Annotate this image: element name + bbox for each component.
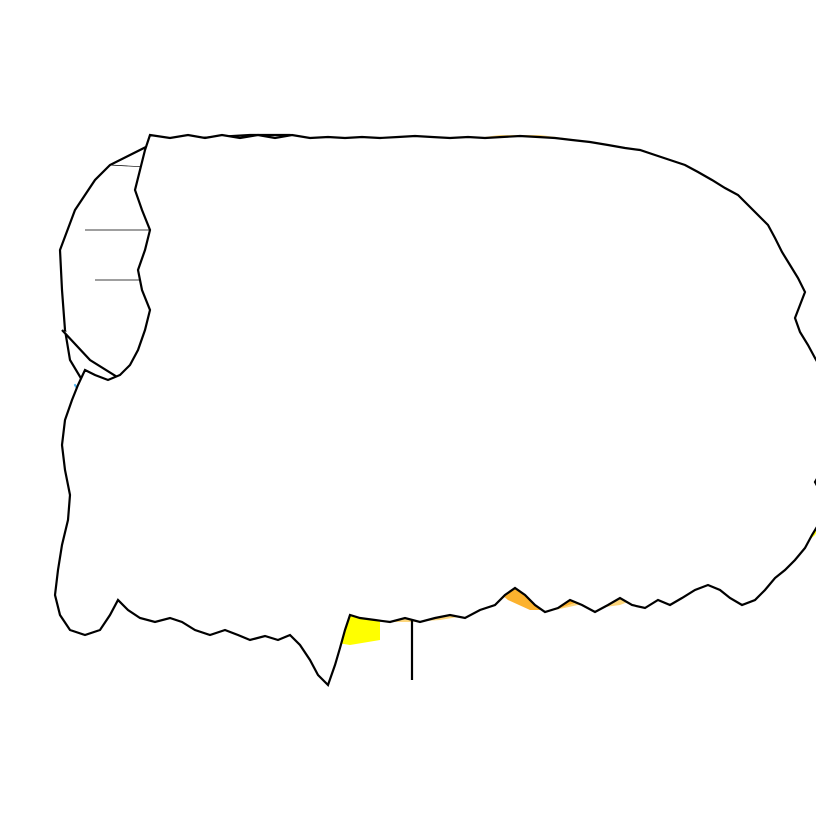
drought-map-svg [0, 0, 816, 816]
drought-map-container [0, 0, 816, 816]
